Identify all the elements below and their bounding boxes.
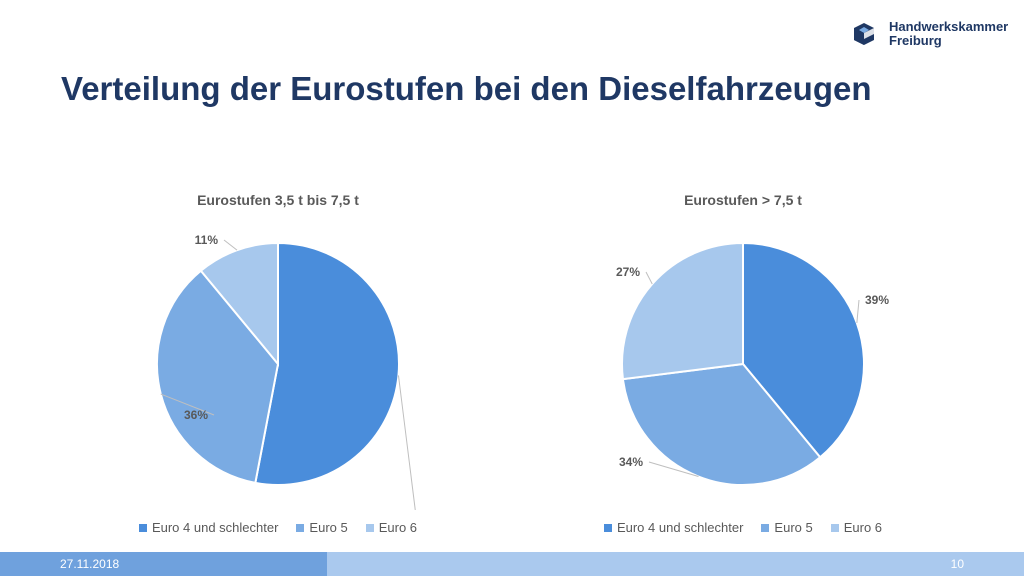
pie-svg: 53%36%11% bbox=[156, 233, 416, 510]
pie-svg: 39% 34% 27% bbox=[616, 241, 889, 486]
footer-accent bbox=[0, 552, 327, 576]
pie-slice-1 bbox=[742, 241, 865, 459]
pie-chart-over-7-5t: Eurostufen > 7,5 t 39% 34% 27% Euro 4 und … bbox=[513, 180, 973, 540]
chart-title: Eurostufen 3,5 t bis 7,5 t bbox=[197, 192, 359, 208]
logo: Handwerkskammer Freiburg bbox=[852, 20, 1012, 52]
logo-line-2: Freiburg bbox=[889, 33, 942, 48]
legend-label: Euro 6 bbox=[378, 520, 418, 535]
legend-swatch bbox=[296, 523, 305, 532]
chart-legend: Euro 4 und schlechter Euro 5 Euro 6 bbox=[513, 520, 973, 535]
legend-item-euro4: Euro 4 und schlechter bbox=[603, 520, 744, 535]
legend-item-euro5: Euro 5 bbox=[761, 520, 813, 535]
footer-bar: 27.11.2018 10 bbox=[0, 552, 1024, 576]
pie-slice-2 bbox=[621, 362, 822, 486]
leader-line bbox=[223, 239, 238, 251]
legend-swatch bbox=[138, 523, 147, 532]
legend-item-euro5: Euro 5 bbox=[296, 520, 348, 535]
hwk-cube-logo-icon bbox=[854, 23, 874, 45]
data-label: 36% bbox=[184, 408, 208, 422]
logo-line-1: Handwerkskammer bbox=[889, 19, 1009, 34]
legend-item-euro4: Euro 4 und schlechter bbox=[138, 520, 279, 535]
leader-line bbox=[856, 299, 860, 324]
legend-label: Euro 4 und schlechter bbox=[616, 520, 744, 535]
chart-legend: Euro 4 und schlechter Euro 5 Euro 6 bbox=[48, 520, 508, 535]
leader-line bbox=[160, 393, 215, 416]
pie-slice-3 bbox=[621, 241, 744, 381]
footer-date: 27.11.2018 bbox=[60, 557, 120, 571]
pie-slice-1 bbox=[254, 241, 400, 486]
legend-swatch bbox=[365, 523, 374, 532]
legend-item-euro6: Euro 6 bbox=[830, 520, 883, 535]
data-label: 39% bbox=[865, 293, 889, 307]
data-label: 11% bbox=[195, 233, 219, 247]
legend-item-euro6: Euro 6 bbox=[365, 520, 418, 535]
legend-swatch bbox=[761, 523, 770, 532]
legend-label: Euro 5 bbox=[309, 520, 348, 535]
pie-chart-3-5-to-7-5t: Eurostufen 3,5 t bis 7,5 t 53%36%11% Eur… bbox=[48, 180, 508, 540]
page-number: 10 bbox=[950, 557, 964, 571]
leader-line bbox=[648, 461, 699, 477]
legend-label: Euro 4 und schlechter bbox=[151, 520, 279, 535]
leader-line bbox=[645, 271, 653, 285]
page-title: Verteilung der Eurostufen bei den Diesel… bbox=[61, 70, 872, 107]
legend-label: Euro 6 bbox=[843, 520, 883, 535]
chart-title: Eurostufen > 7,5 t bbox=[684, 192, 802, 208]
leader-line bbox=[397, 375, 416, 510]
legend-swatch bbox=[830, 523, 839, 532]
pie-slice-3 bbox=[199, 241, 279, 367]
logo-text: Handwerkskammer Freiburg bbox=[889, 20, 1008, 48]
legend-swatch bbox=[603, 523, 612, 532]
data-label: 27% bbox=[616, 265, 640, 279]
legend-label: Euro 5 bbox=[774, 520, 813, 535]
data-label: 34% bbox=[619, 455, 643, 469]
